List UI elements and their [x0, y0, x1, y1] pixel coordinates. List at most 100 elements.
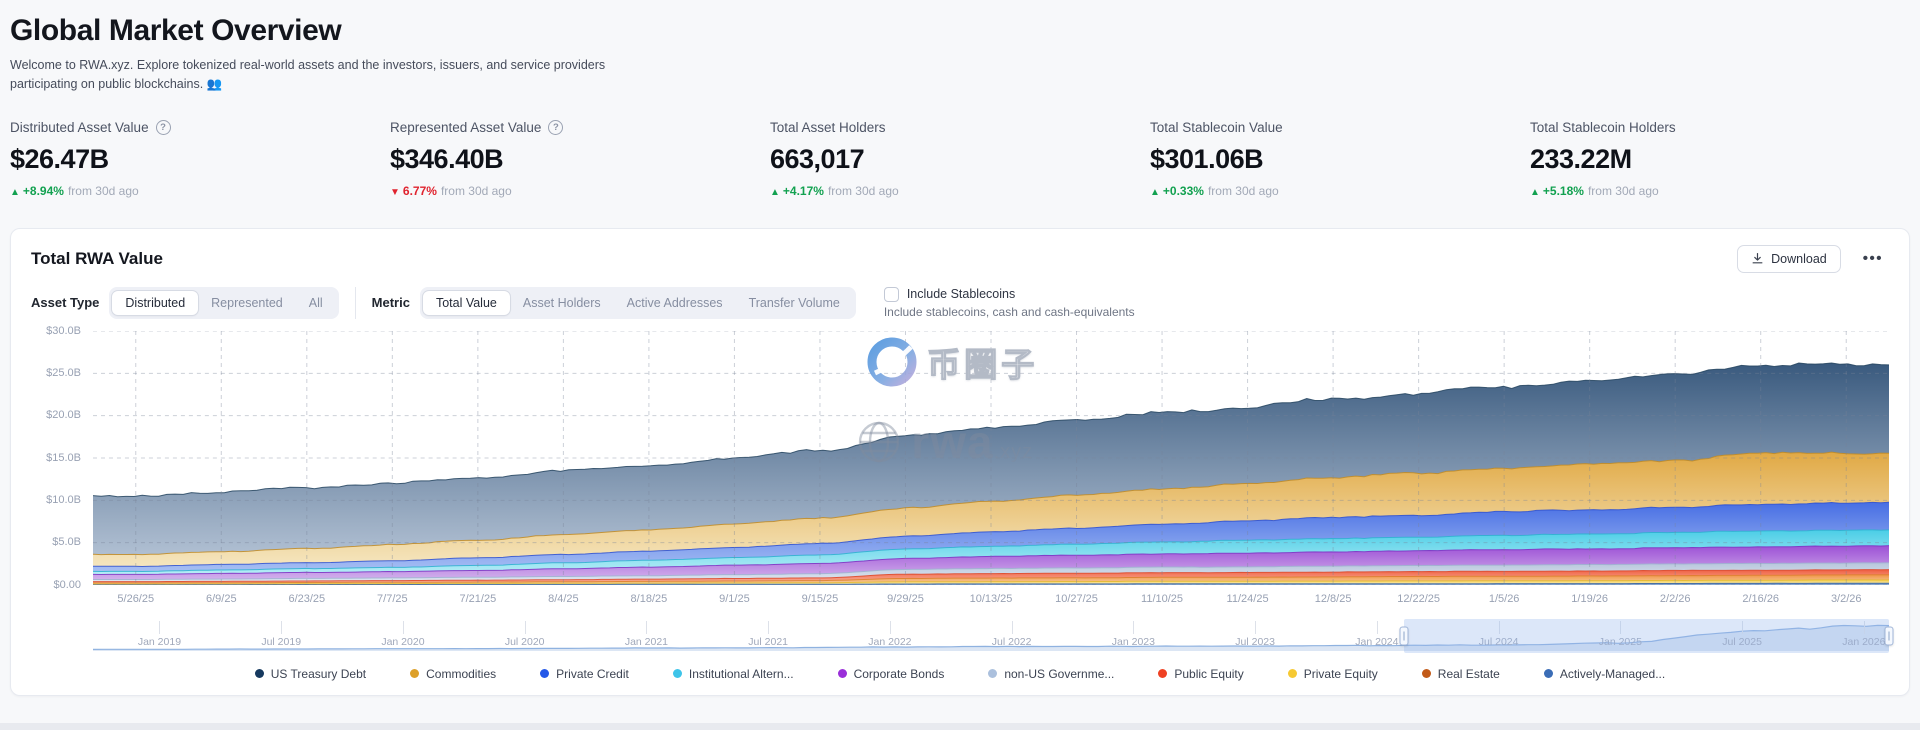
minimap-tick	[281, 620, 283, 634]
legend-label: Actively-Managed...	[1559, 666, 1666, 681]
more-options-button[interactable]: •••	[1857, 249, 1889, 268]
area-band-real-estate	[93, 574, 1889, 584]
chart-area: $30.0B $25.0B $20.0B $15.0B $10.0B $5.0B $0.00…	[31, 325, 1894, 681]
asset-type-option-represented[interactable]: Represented	[211, 295, 283, 310]
band-outline-commodities	[93, 451, 1889, 555]
stacked-area-chart[interactable]	[93, 330, 1889, 585]
info-icon[interactable]: ?	[548, 119, 564, 135]
legend-item-actively-managed[interactable]: Actively-Managed...	[1543, 666, 1666, 681]
total-rwa-value-panel: Total RWA Value Download ••• Asset Type …	[10, 227, 1910, 696]
delta-suffix: from 30d ago	[440, 183, 512, 198]
minimap-history-chart	[93, 624, 1889, 651]
x-axis-tick-label: 10/13/25	[969, 592, 1013, 605]
legend-item-private-credit[interactable]: Private Credit	[540, 667, 629, 681]
panel-header: Total RWA Value Download •••	[31, 244, 1889, 273]
legend-item-corporate-bonds[interactable]: Corporate Bonds	[837, 667, 944, 681]
legend-item-real-estate[interactable]: Real Estate	[1421, 666, 1500, 681]
legend-dot-private-credit	[540, 669, 550, 678]
legend-item-institutional-altern[interactable]: Institutional Altern...	[672, 667, 794, 681]
legend-dot-private-equity	[1287, 669, 1297, 678]
download-button[interactable]: Download	[1737, 244, 1841, 273]
legend-label: US Treasury Debt	[270, 666, 367, 681]
delta-percent: +4.17%	[782, 183, 824, 198]
legend-item-public-equity[interactable]: Public Equity	[1158, 667, 1244, 681]
asset-type-option-distributed[interactable]: Distributed	[112, 290, 199, 315]
band-outline-private-credit	[93, 501, 1889, 567]
minimap-tick-label: Jul 2022	[991, 635, 1032, 648]
info-icon[interactable]: ?	[155, 119, 171, 135]
x-axis-tick-label: 9/15/25	[801, 592, 839, 605]
include-stablecoins-sublabel: Include stablecoins, cash and cash-equiv…	[883, 304, 1135, 319]
timeline-minimap[interactable]: Jan 2019 Jul 2019 Jan 2020 Jul 2020 Jan 2021…	[93, 618, 1894, 653]
stat-label: Represented Asset Value?	[390, 119, 770, 135]
x-axis-tick-label: 1/19/26	[1571, 592, 1609, 605]
legend-item-us-treasury-debt[interactable]: US Treasury Debt	[254, 666, 367, 681]
band-outline-corporate-bonds	[93, 544, 1889, 575]
y-axis-tick-label: $30.0B	[46, 324, 81, 337]
legend-item-commodities[interactable]: Commodities	[410, 667, 496, 681]
stat-card-distributed-asset-value: Distributed Asset Value? $26.47B ▲ +8.94% fr…	[10, 119, 390, 198]
metric-option-transfer-volume[interactable]: Transfer Volume	[748, 295, 840, 310]
legend-dot-us-treasury-debt	[254, 669, 264, 678]
delta-percent: 6.77%	[402, 183, 437, 198]
band-outline-non-us-governme	[93, 561, 1889, 580]
delta-suffix: from 30d ago	[1207, 183, 1279, 198]
metric-option-asset-holders[interactable]: Asset Holders	[522, 295, 601, 310]
include-stablecoins-checkbox[interactable]	[883, 286, 899, 302]
legend-label: Real Estate	[1437, 666, 1500, 681]
legend-item-private-equity[interactable]: Private Equity	[1287, 667, 1378, 681]
stat-card-total-asset-holders: Total Asset Holders 663,017 ▲ +4.17% from 30…	[770, 120, 1150, 198]
stat-value: $26.47B	[10, 143, 109, 174]
minimap-tick	[1133, 620, 1135, 634]
area-band-public-equity	[93, 569, 1889, 583]
minimap-brush-handle-right[interactable]	[1884, 626, 1894, 645]
stat-label: Total Asset Holders	[770, 120, 1150, 135]
stat-label-text: Total Stablecoin Holders	[1530, 119, 1676, 135]
next-section-edge	[0, 723, 1920, 730]
page-description: Welcome to RWA.xyz. Explore tokenized re…	[10, 58, 606, 91]
minimap-tick	[1011, 620, 1013, 634]
x-axis-tick-label: 5/26/25	[117, 592, 155, 605]
band-outline-real-estate	[93, 573, 1889, 583]
x-axis-tick-label: 11/10/25	[1141, 592, 1184, 605]
minimap-tick-label: Jan 2021	[624, 635, 669, 648]
stat-label-text: Total Stablecoin Value	[1150, 119, 1283, 135]
metric-option-active-addresses[interactable]: Active Addresses	[626, 295, 723, 310]
y-axis-tick-label: $5.0B	[52, 536, 81, 549]
stat-label: Total Stablecoin Holders	[1530, 120, 1910, 135]
panel-actions: Download •••	[1737, 244, 1889, 273]
delta-up-arrow-icon: ▲	[1150, 186, 1160, 198]
delta-up-arrow-icon: ▲	[770, 186, 780, 198]
metric-option-total-value[interactable]: Total Value	[422, 290, 510, 315]
minimap-tick-label: Jul 2020	[504, 635, 545, 648]
minimap-tick-label: Jan 2024	[1355, 635, 1399, 648]
delta-percent: +8.94%	[22, 183, 64, 198]
delta-down-arrow-icon: ▼	[390, 186, 400, 198]
legend-dot-public-equity	[1158, 669, 1168, 678]
minimap-brush-selection[interactable]	[1404, 618, 1889, 653]
minimap-tick	[1498, 620, 1500, 634]
x-axis-tick-label: 9/1/25	[719, 592, 750, 605]
legend-label: non-US Governme...	[1004, 666, 1115, 681]
asset-type-segmented-control: Distributed Represented All	[109, 286, 339, 319]
stat-card-total-stablecoin-holders: Total Stablecoin Holders 233.22M ▲ +5.18% fr…	[1530, 120, 1910, 198]
minimap-tick-label: Jan 2019	[137, 635, 182, 648]
minimap-tick	[1376, 620, 1378, 634]
x-axis-tick-label: 1/5/26	[1488, 592, 1520, 605]
asset-type-option-all[interactable]: All	[308, 295, 323, 310]
x-axis-tick-label: 10/27/25	[1055, 592, 1098, 605]
legend-label: Private Credit	[556, 666, 629, 681]
delta-percent: +5.18%	[1542, 183, 1584, 198]
legend-item-non-us-governme[interactable]: non-US Governme...	[988, 667, 1114, 681]
minimap-brush-handle-left[interactable]	[1399, 626, 1409, 645]
minimap-tick-label: Jan 2022	[868, 635, 912, 648]
stat-delta: ▲ +0.33% from 30d ago	[1150, 184, 1530, 198]
area-band-commodities	[93, 451, 1889, 566]
y-axis: $30.0B $25.0B $20.0B $15.0B $10.0B $5.0B $0.00	[31, 325, 89, 591]
minimap-tick	[646, 620, 648, 634]
x-axis-tick-label: 2/16/26	[1742, 592, 1780, 605]
stat-value: $346.40B	[390, 143, 504, 174]
minimap-history-line	[93, 624, 1889, 650]
legend-dot-corporate-bonds	[837, 669, 847, 678]
x-axis-tick-label: 3/2/26	[1830, 592, 1862, 605]
